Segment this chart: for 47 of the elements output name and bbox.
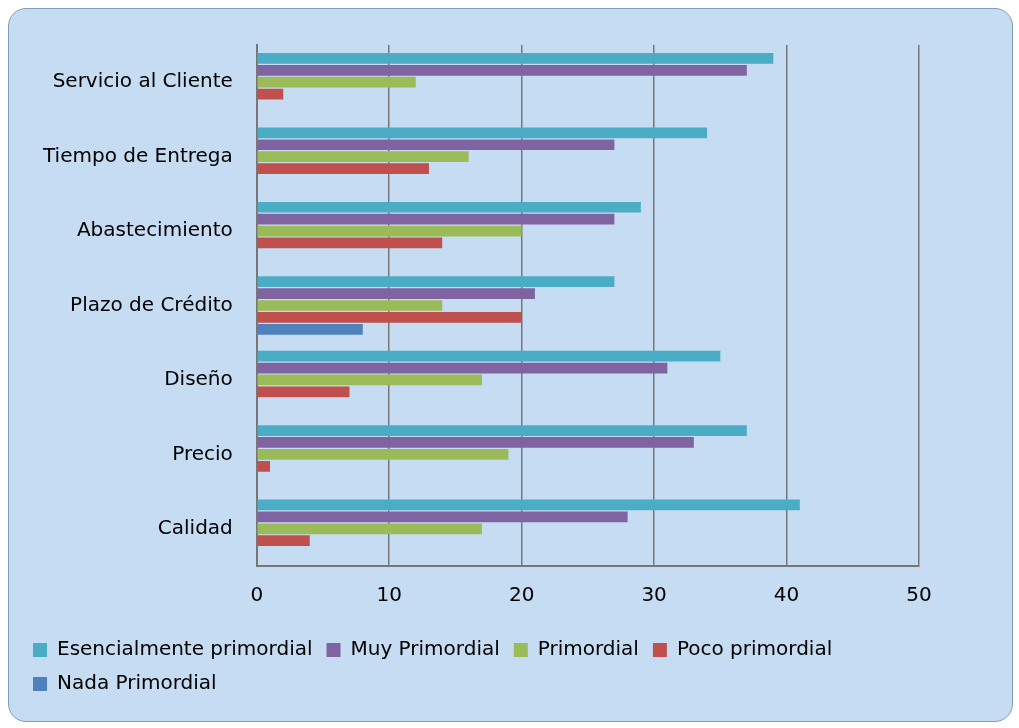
bar bbox=[257, 225, 522, 237]
x-tick-label: 0 bbox=[250, 582, 264, 607]
x-tick-label: 10 bbox=[376, 582, 402, 607]
bar bbox=[257, 362, 668, 374]
legend-label: Primordial bbox=[537, 636, 639, 661]
x-tick-label: 50 bbox=[906, 582, 932, 607]
bar bbox=[257, 127, 708, 139]
bar bbox=[257, 213, 615, 225]
bar bbox=[257, 237, 443, 249]
bar bbox=[257, 499, 800, 511]
bar bbox=[257, 323, 363, 335]
bar bbox=[257, 386, 350, 398]
bar bbox=[257, 201, 641, 213]
bar bbox=[257, 523, 482, 535]
bar bbox=[257, 53, 774, 64]
y-tick-label: Precio bbox=[172, 440, 233, 465]
bar bbox=[257, 449, 509, 460]
bar bbox=[257, 350, 721, 362]
x-tick-label: 20 bbox=[508, 582, 535, 607]
bar bbox=[257, 460, 271, 472]
bar bbox=[257, 64, 747, 76]
bar bbox=[257, 511, 628, 523]
x-tick-label: 40 bbox=[773, 582, 800, 607]
y-tick-label: Diseño bbox=[164, 366, 233, 391]
y-tick-label: Servicio al Cliente bbox=[52, 68, 233, 93]
y-tick-label: Calidad bbox=[157, 514, 233, 539]
y-tick-label: Tiempo de Entrega bbox=[41, 142, 233, 167]
y-tick-label: Abastecimiento bbox=[76, 217, 233, 242]
bar bbox=[257, 425, 747, 436]
y-tick-label: Plazo de Crédito bbox=[70, 291, 233, 316]
x-tick-label: 30 bbox=[641, 582, 667, 607]
bar bbox=[257, 139, 615, 151]
bar bbox=[257, 374, 482, 386]
legend-label: Poco primordial bbox=[676, 636, 833, 661]
bar bbox=[257, 76, 416, 88]
bar bbox=[257, 535, 310, 547]
bar bbox=[257, 288, 535, 299]
bar bbox=[257, 312, 522, 323]
legend-label: Nada Primordial bbox=[57, 670, 217, 695]
legend-label: Esencialmente primordial bbox=[57, 636, 313, 661]
bar bbox=[257, 437, 694, 448]
bar bbox=[257, 151, 469, 162]
bar bbox=[257, 163, 429, 174]
bar bbox=[257, 88, 284, 100]
bar bbox=[257, 276, 615, 288]
bar bbox=[257, 300, 443, 311]
legend-label: Muy Primordial bbox=[350, 636, 500, 661]
